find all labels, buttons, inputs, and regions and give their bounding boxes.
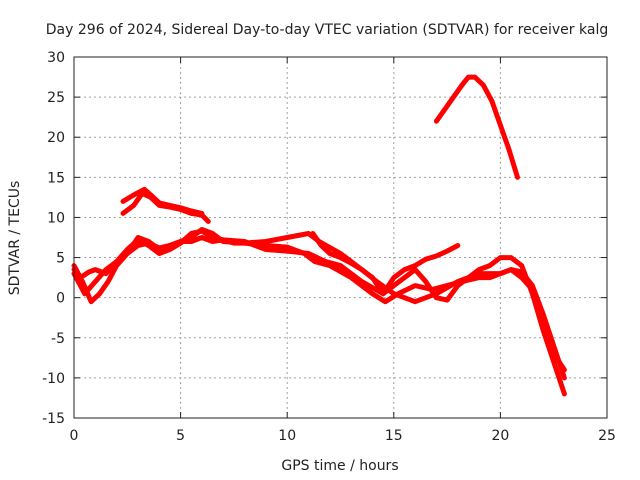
chart-title: Day 296 of 2024, Sidereal Day-to-day VTE… — [46, 22, 608, 38]
y-tick-label: -10 — [42, 371, 65, 387]
ticks: 0 5 10 15 20 25 -15 -10 -5 0 5 10 15 20 25 30 — [42, 50, 616, 444]
x-tick-label: 25 — [598, 428, 616, 444]
y-tick-label: 25 — [47, 90, 65, 106]
plot-frame — [73, 56, 608, 419]
y-tick-label: 20 — [47, 130, 65, 146]
y-axis-label: SDTVAR / TECUs — [7, 181, 23, 296]
series-line-track-f — [120, 186, 205, 216]
series-line-track-g — [433, 74, 520, 180]
x-tick-label: 10 — [278, 428, 296, 444]
x-tick-label: 0 — [70, 428, 79, 444]
series-line-track-b — [71, 227, 567, 373]
series-layer — [71, 74, 567, 397]
y-tick-label: 10 — [47, 210, 65, 226]
y-tick-label: 15 — [47, 170, 65, 186]
y-tick-label: -15 — [42, 411, 65, 427]
y-tick-label: 5 — [56, 251, 65, 267]
x-axis-label: GPS time / hours — [281, 458, 398, 474]
y-tick-label: 0 — [56, 291, 65, 307]
x-tick-label: 5 — [176, 428, 185, 444]
y-tick-label: -5 — [51, 331, 65, 347]
grid — [74, 57, 607, 418]
series-line-track-c — [71, 228, 567, 397]
x-tick-label: 20 — [491, 428, 509, 444]
x-tick-label: 15 — [385, 428, 403, 444]
y-tick-label: 30 — [47, 50, 65, 66]
series-line-track-d — [310, 231, 461, 297]
